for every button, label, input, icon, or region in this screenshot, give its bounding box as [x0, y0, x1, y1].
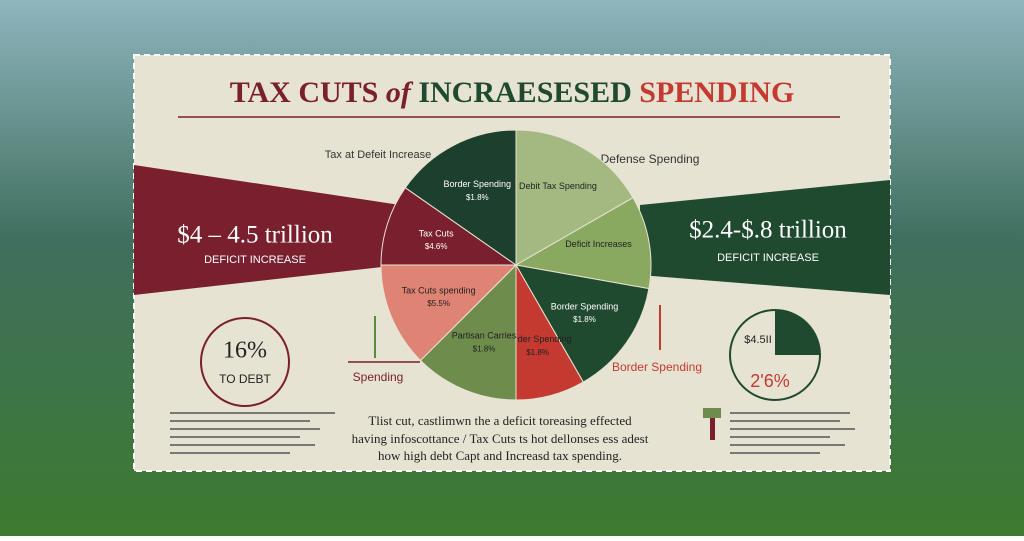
pie-slice [419, 263, 517, 401]
slice-label: Border Spending [444, 179, 512, 189]
pie-slice [514, 197, 652, 290]
slice-note: $1.8% [473, 344, 496, 353]
caption: DEFICIT INCREASE [717, 252, 819, 264]
slice-label: Border Spending [504, 334, 572, 344]
amount: $2.4-$.8 trillion [689, 217, 847, 244]
pie: Debit Tax Spending Deficit Increases Borde… [380, 129, 652, 401]
footer-line: how high debt Capt and Increasd tax spen… [378, 448, 622, 463]
pie-slice [515, 129, 634, 266]
title-part: SPENDING [639, 76, 794, 109]
icon [710, 418, 715, 440]
arrow-label: Border Spending [612, 360, 702, 374]
pie-slice [515, 264, 650, 383]
title-part: INCRAESESED [418, 76, 631, 109]
band-label: Tax at Defeit Increase [325, 149, 431, 161]
slice-label: Tax Cuts spending [402, 285, 476, 295]
debt-value: 16% [223, 338, 267, 364]
slice-note: $5.5% [427, 299, 450, 308]
slice-label: Partisan Carries [452, 331, 517, 341]
debt-circle [200, 317, 290, 407]
slice-label: Tax Cuts [419, 228, 455, 238]
mini-label: 2'6% [750, 371, 789, 391]
amount: $4 – 4.5 trillion [177, 222, 333, 249]
caption: DEFICIT INCREASE [204, 254, 306, 266]
slice-label: Border Spending [551, 302, 619, 312]
arrow-label-text: Border Spending [612, 360, 702, 374]
pie-slice [404, 129, 517, 266]
pie-slice [380, 187, 518, 266]
right-band [640, 180, 890, 295]
slice-note: $1.8% [526, 348, 549, 357]
mini-slice [775, 310, 820, 355]
pie-slice [380, 264, 518, 362]
footer-line: having infoscottance / Tax Cuts ts hot d… [352, 431, 649, 446]
icon [703, 408, 721, 418]
debt-caption: TO DEBT [219, 372, 271, 386]
slice-note: $1.8% [573, 315, 596, 324]
filler-text [170, 412, 855, 454]
footer-line: Tlist cut, castlimwn the a deficit torea… [368, 413, 632, 428]
slice-note: $4.6% [425, 242, 448, 251]
left-band [134, 165, 400, 295]
mini-label: $4.5II [744, 334, 772, 346]
slice-label: Deficit Increases [565, 239, 632, 249]
title-part: of [386, 76, 414, 109]
title-part: TAX CUTS [230, 76, 379, 109]
band-label: Defense Spending [601, 152, 700, 166]
arrow-label: Spending [353, 370, 404, 384]
slice-label: Debit Tax Spending [519, 181, 597, 191]
title: TAX CUTS of INCRAESESED SPENDING [230, 76, 795, 109]
slice-note: $1.8% [466, 193, 489, 202]
